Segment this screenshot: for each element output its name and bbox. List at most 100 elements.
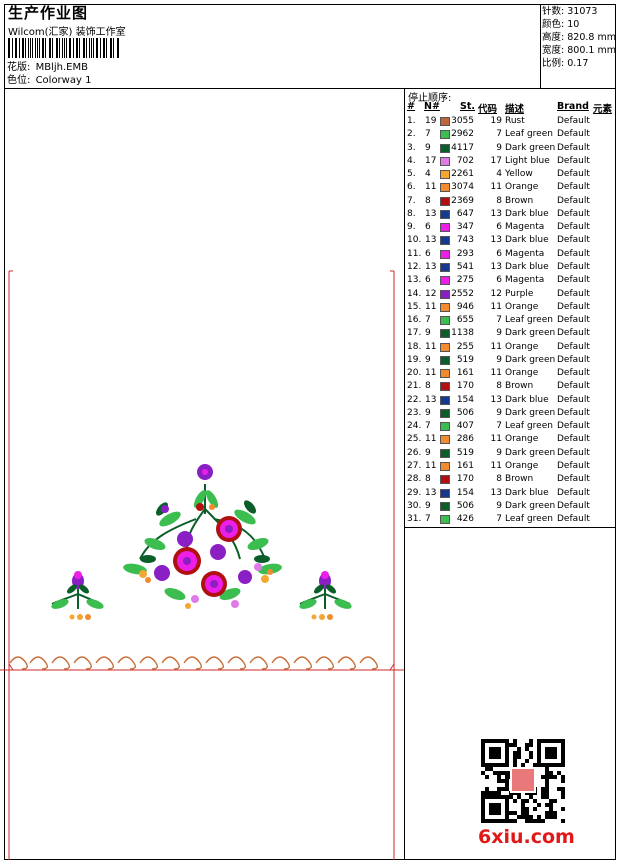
row-brand: Default xyxy=(557,301,590,312)
row-brand: Default xyxy=(557,341,590,352)
row-code: 17 xyxy=(490,155,502,166)
row-index: 5. xyxy=(407,169,416,180)
row-stitches: 519 xyxy=(456,447,474,458)
row-stitches: 1138 xyxy=(451,328,474,339)
row-description: Leaf green xyxy=(505,129,553,140)
row-description: Magenta xyxy=(505,222,545,233)
row-stitches: 2261 xyxy=(451,169,474,180)
row-needle: 7 xyxy=(425,421,431,432)
row-needle: 8 xyxy=(425,474,431,485)
row-stitches: 2552 xyxy=(451,288,474,299)
row-stitches: 541 xyxy=(456,261,474,272)
row-index: 18. xyxy=(407,341,422,352)
color-swatch xyxy=(440,501,450,511)
row-stitches: 154 xyxy=(456,394,474,405)
row-code: 11 xyxy=(490,301,502,312)
row-index: 7. xyxy=(407,195,416,206)
row-code: 13 xyxy=(490,208,502,219)
row-code: 8 xyxy=(496,474,502,485)
row-brand: Default xyxy=(557,275,590,286)
row-needle: 8 xyxy=(425,195,431,206)
row-description: Dark blue xyxy=(505,208,549,219)
colorway-value: Colorway 1 xyxy=(35,75,92,86)
row-stitches: 743 xyxy=(456,235,474,246)
stop-row: 15. 11 946 11 Orange Default xyxy=(405,301,620,314)
design-label: 花版: xyxy=(7,62,31,73)
row-needle: 11 xyxy=(425,301,437,312)
row-needle: 9 xyxy=(425,447,431,458)
stop-row: 9. 6 347 6 Magenta Default xyxy=(405,221,620,234)
stop-row: 4. 17 702 17 Light blue Default xyxy=(405,155,620,168)
row-needle: 11 xyxy=(425,368,437,379)
color-swatch xyxy=(440,183,450,193)
row-code: 7 xyxy=(496,421,502,432)
row-description: Brown xyxy=(505,381,534,392)
row-brand: Default xyxy=(557,116,590,126)
row-stitches: 347 xyxy=(456,222,474,233)
row-index: 15. xyxy=(407,301,422,312)
design-info: 花版: MBljh.EMB xyxy=(7,62,88,74)
row-brand: Default xyxy=(557,222,590,233)
row-index: 19. xyxy=(407,354,422,365)
qr-logo xyxy=(510,767,536,793)
row-stitches: 161 xyxy=(456,461,474,472)
row-index: 29. xyxy=(407,487,422,498)
row-brand: Default xyxy=(557,394,590,405)
row-description: Orange xyxy=(505,461,539,472)
stop-row: 14. 12 2552 12 Purple Default xyxy=(405,288,620,301)
row-description: Dark green xyxy=(505,407,556,418)
color-swatch xyxy=(440,475,450,485)
colorway-info: 色位: Colorway 1 xyxy=(7,75,91,87)
row-description: Leaf green xyxy=(505,421,553,432)
col-header-brand: Brand xyxy=(557,101,589,112)
stop-row: 1. 19 3055 19 Rust Default xyxy=(405,115,620,128)
row-code: 11 xyxy=(490,461,502,472)
row-stitches: 506 xyxy=(456,407,474,418)
row-brand: Default xyxy=(557,421,590,432)
color-swatch xyxy=(440,329,450,339)
color-swatch xyxy=(440,262,450,272)
row-index: 25. xyxy=(407,434,422,445)
watermark-text: 6xiu.com xyxy=(478,826,575,848)
height-value: 820.8 mm xyxy=(567,32,616,43)
row-index: 12. xyxy=(407,261,422,272)
row-brand: Default xyxy=(557,461,590,472)
row-stitches: 275 xyxy=(456,275,474,286)
row-brand: Default xyxy=(557,407,590,418)
row-description: Dark blue xyxy=(505,261,549,272)
row-index: 30. xyxy=(407,500,422,511)
row-needle: 17 xyxy=(425,155,437,166)
stop-row: 7. 8 2369 8 Brown Default xyxy=(405,195,620,208)
color-swatch xyxy=(440,462,450,472)
stop-row: 28. 8 170 8 Brown Default xyxy=(405,473,620,486)
stop-row: 23. 9 506 9 Dark green Default xyxy=(405,407,620,420)
row-index: 28. xyxy=(407,474,422,485)
row-description: Orange xyxy=(505,182,539,193)
row-description: Rust xyxy=(505,116,525,126)
stop-row: 29. 13 154 13 Dark blue Default xyxy=(405,487,620,500)
stop-row: 2. 7 2962 7 Leaf green Default xyxy=(405,128,620,141)
row-index: 24. xyxy=(407,421,422,432)
row-index: 26. xyxy=(407,447,422,458)
row-code: 9 xyxy=(496,500,502,511)
color-swatch xyxy=(440,448,450,458)
barcode xyxy=(8,38,120,58)
row-brand: Default xyxy=(557,182,590,193)
row-description: Brown xyxy=(505,474,534,485)
row-needle: 9 xyxy=(425,142,431,153)
row-brand: Default xyxy=(557,434,590,445)
row-needle: 13 xyxy=(425,487,437,498)
col-header-code: 代码 xyxy=(478,104,498,115)
stop-row: 11. 6 293 6 Magenta Default xyxy=(405,248,620,261)
row-description: Yellow xyxy=(505,169,533,180)
row-index: 6. xyxy=(407,182,416,193)
stop-row: 10. 13 743 13 Dark blue Default xyxy=(405,234,620,247)
row-description: Dark green xyxy=(505,447,556,458)
row-code: 4 xyxy=(496,169,502,180)
row-needle: 11 xyxy=(425,182,437,193)
row-code: 19 xyxy=(490,116,502,126)
row-code: 9 xyxy=(496,328,502,339)
row-brand: Default xyxy=(557,447,590,458)
stop-row: 13. 6 275 6 Magenta Default xyxy=(405,274,620,287)
row-brand: Default xyxy=(557,500,590,511)
